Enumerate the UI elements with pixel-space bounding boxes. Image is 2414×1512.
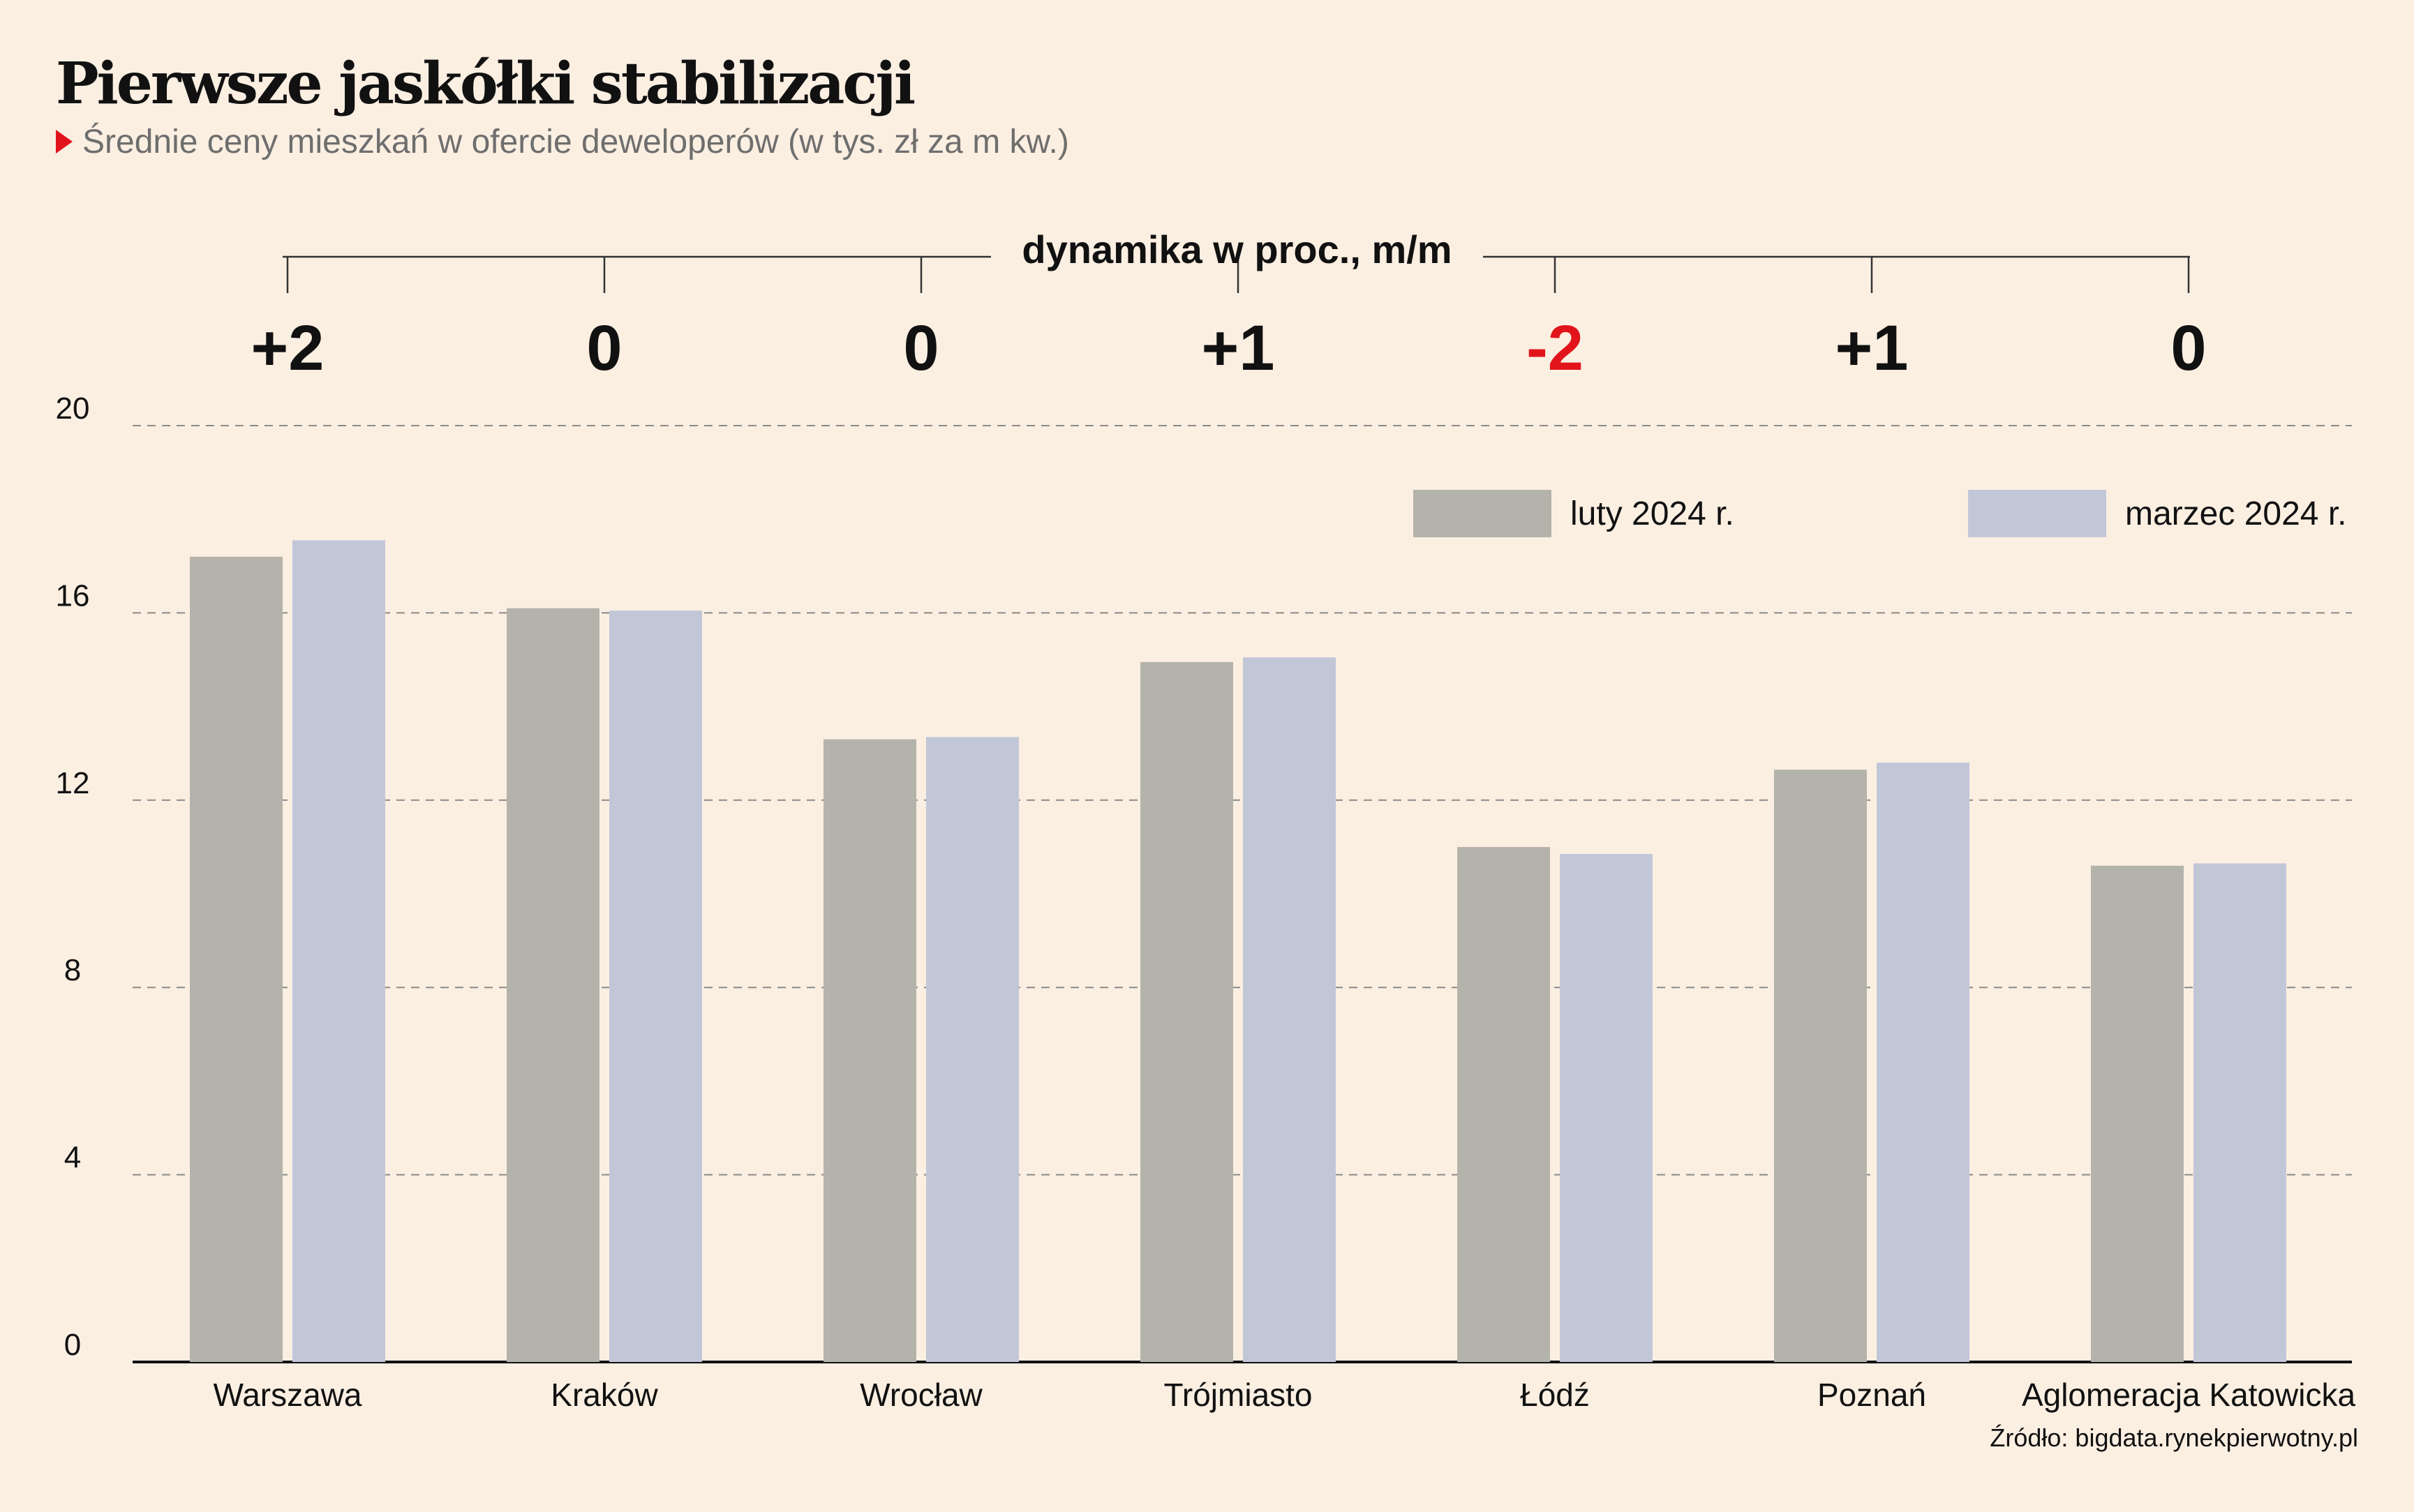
bar-luty bbox=[190, 556, 283, 1362]
x-tick-label: Aglomeracja Katowicka bbox=[2022, 1377, 2356, 1413]
dynamics-value: 0 bbox=[586, 313, 622, 384]
dynamics-value: +1 bbox=[1835, 313, 1909, 384]
legend-marzec-swatch bbox=[1968, 490, 2106, 537]
y-tick-label: 12 bbox=[56, 766, 90, 800]
bar-luty bbox=[1457, 846, 1550, 1362]
bar-luty bbox=[507, 608, 599, 1363]
x-tick-label: Poznań bbox=[1817, 1377, 1926, 1413]
bar-luty bbox=[2091, 865, 2184, 1362]
x-tick-label: Trójmiasto bbox=[1164, 1377, 1313, 1413]
bar-marzec bbox=[2193, 863, 2286, 1362]
y-tick-label: 4 bbox=[64, 1141, 81, 1175]
dynamics-value: 0 bbox=[903, 313, 939, 384]
dynamics-value: +2 bbox=[251, 313, 325, 384]
legend-marzec-label: marzec 2024 r. bbox=[2125, 495, 2346, 532]
dynamics-label: dynamika w proc., m/m bbox=[1022, 227, 1452, 271]
x-tick-label: Warszawa bbox=[214, 1377, 362, 1413]
dynamics-value: -2 bbox=[1526, 313, 1584, 384]
y-tick-label: 8 bbox=[64, 953, 81, 987]
x-tick-label: Wrocław bbox=[860, 1377, 983, 1413]
bar-luty bbox=[824, 739, 916, 1362]
bar-marzec bbox=[1243, 657, 1336, 1362]
chart-subtitle: Średnie ceny mieszkań w ofercie dewelope… bbox=[56, 123, 1069, 161]
bar-luty bbox=[1774, 770, 1867, 1362]
y-tick-label: 0 bbox=[64, 1328, 81, 1362]
bar-marzec bbox=[926, 737, 1019, 1362]
legend-luty-label: luty 2024 r. bbox=[1570, 495, 1734, 532]
triangle-marker-icon bbox=[56, 130, 73, 154]
dynamics-value: 0 bbox=[2170, 313, 2206, 384]
bar-luty bbox=[1140, 661, 1233, 1362]
legend-luty-swatch bbox=[1413, 490, 1551, 537]
x-tick-label: Łódź bbox=[1520, 1377, 1590, 1413]
x-tick-label: Kraków bbox=[551, 1377, 658, 1413]
y-tick-label: 20 bbox=[56, 391, 90, 426]
bar-marzec bbox=[1560, 853, 1653, 1362]
subtitle-text: Średnie ceny mieszkań w ofercie dewelope… bbox=[82, 123, 1069, 160]
bar-marzec bbox=[609, 611, 702, 1363]
y-tick-label: 16 bbox=[56, 578, 90, 613]
bar-marzec bbox=[1877, 763, 1969, 1362]
dynamics-value: +1 bbox=[1202, 313, 1275, 384]
chart-title: Pierwsze jaskółki stabilizacji bbox=[56, 50, 916, 117]
bar-marzec bbox=[292, 540, 385, 1362]
source-note: Źródło: bigdata.rynekpierwotny.pl bbox=[1990, 1423, 2358, 1452]
